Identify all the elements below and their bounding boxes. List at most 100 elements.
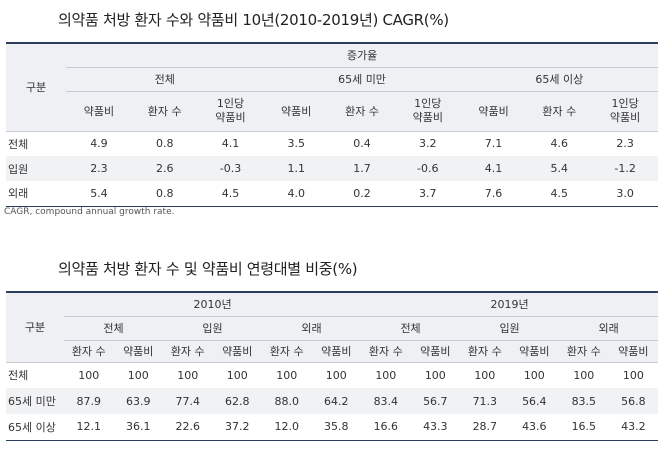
subgroup-over65: 65세 이상	[460, 67, 658, 92]
table-cell: 0.8	[155, 137, 174, 151]
table-cell: 2.3	[66, 156, 132, 181]
table-row: 65세 이상 12.1 36.1 22.6 37.2 12.0 35.8 16.6 43.3 28…	[6, 414, 659, 441]
col-header-per-capita: 1인당 약품비	[197, 91, 264, 132]
table-cell: 28.7	[460, 414, 510, 441]
table-row: 전체 4.9 0.8 4.1 3.5 0.4 3.2 7.1 4.6 2.3	[6, 131, 658, 156]
col-header-drug: 약품비	[410, 340, 461, 363]
table2-title: 의약품 처방 환자 수 및 약품비 연령대별 비중(%)	[58, 260, 358, 278]
subgroup-outpatient: 외래	[262, 316, 362, 341]
table-cell: 43.2	[608, 414, 659, 441]
col-header-patients: 환자 수	[64, 340, 114, 363]
table-cell: 0.4	[353, 137, 371, 151]
table-cell: 100	[424, 368, 446, 382]
table-cell: 7.1	[484, 137, 503, 151]
group-header-increase: 증가율	[66, 43, 658, 68]
age-share-table: 구분 2010년 2019년 전체 입원 외래 전체 입원 외래 환자 수 약품비…	[6, 291, 659, 441]
table-cell: 5.4	[526, 156, 593, 181]
table-cell: 43.6	[509, 414, 560, 441]
table-cell: 100	[177, 368, 199, 382]
table-cell: 100	[127, 368, 149, 382]
row-label: 65세 미만	[6, 388, 64, 414]
row-label: 65세 이상	[6, 414, 64, 441]
col-header-per-capita: 1인당 약품비	[394, 91, 461, 132]
table-cell: 1.7	[329, 156, 395, 181]
table-cell: 5.4	[66, 181, 132, 207]
col-header-drug: 약품비	[113, 340, 163, 363]
table-cell: 16.5	[559, 414, 609, 441]
table-cell: 100	[276, 368, 298, 382]
table-cell: 77.4	[163, 388, 213, 414]
table-cell: 43.3	[410, 414, 461, 441]
table-cell: 12.1	[64, 414, 114, 441]
table-cell: 4.5	[526, 181, 593, 207]
table-cell: 100	[226, 368, 248, 382]
table-cell: 7.6	[460, 181, 527, 207]
table-cell: 88.0	[262, 388, 312, 414]
subgroup-inpatient: 입원	[460, 316, 560, 341]
cagr-footnote: CAGR, compound annual growth rate.	[4, 207, 175, 217]
table-row: 전체 100 100 100 100 100 100 100 100 100 100 100 100	[6, 362, 658, 388]
table-cell: 2.3	[616, 137, 634, 151]
year-header-2010: 2010년	[64, 292, 362, 317]
col-header-patients: 환자 수	[526, 91, 593, 132]
table-cell: 3.7	[394, 181, 461, 207]
table-cell: 0.2	[329, 181, 395, 207]
table-cell: 83.4	[361, 388, 411, 414]
col-header-patients: 환자 수	[262, 340, 312, 363]
table-cell: 87.9	[64, 388, 114, 414]
row-header-gubun: 구분	[6, 292, 64, 363]
table-cell: 63.9	[113, 388, 163, 414]
col-header-patients: 환자 수	[163, 340, 213, 363]
table-cell: 37.2	[212, 414, 262, 441]
subgroup-total: 전체	[361, 316, 461, 341]
table-cell: 4.0	[263, 181, 330, 207]
table-cell: 0.8	[131, 181, 198, 207]
table-cell: -1.2	[592, 156, 658, 181]
subgroup-outpatient: 외래	[559, 316, 659, 341]
table-cell: 36.1	[113, 414, 163, 441]
row-label: 입원	[6, 156, 67, 181]
subgroup-inpatient: 입원	[163, 316, 262, 341]
table-cell: 35.8	[311, 414, 362, 441]
col-header-drug: 약품비	[509, 340, 560, 363]
table-cell: 16.6	[361, 414, 411, 441]
col-header-drug: 약품비	[263, 91, 330, 132]
table-cell: -0.3	[197, 156, 264, 181]
table-cell: 4.5	[197, 181, 264, 207]
table-row: 입원 2.3 2.6 -0.3 1.1 1.7 -0.6 4.1 5.4 -1.2	[6, 156, 658, 181]
table-cell: 56.8	[608, 388, 659, 414]
table-row: 외래 5.4 0.8 4.5 4.0 0.2 3.7 7.6 4.5 3.0	[6, 181, 658, 207]
row-label: 외래	[6, 181, 67, 207]
row-header-gubun: 구분	[6, 43, 67, 132]
table-cell: 3.5	[287, 137, 305, 151]
table-cell: 100	[622, 368, 644, 382]
row-label: 전체	[8, 137, 29, 151]
table-cell: 71.3	[460, 388, 510, 414]
cagr-table: 구분 증가율 전체 65세 미만 65세 이상 약품비 환자 수 1인당 약품비 …	[6, 42, 658, 207]
table-cell: 1.1	[263, 156, 330, 181]
table-cell: 100	[375, 368, 397, 382]
col-header-drug: 약품비	[311, 340, 362, 363]
table-cell: 22.6	[163, 414, 213, 441]
subgroup-under65: 65세 미만	[263, 67, 461, 92]
table-cell: 83.5	[559, 388, 609, 414]
table-row: 65세 미만 87.9 63.9 77.4 62.8 88.0 64.2 83.4 56.7 71…	[6, 388, 659, 414]
row-label: 전체	[8, 369, 29, 383]
table-cell: 100	[573, 368, 595, 382]
col-header-patients: 환자 수	[361, 340, 411, 363]
table-cell: 100	[325, 368, 347, 382]
table-cell: 62.8	[212, 388, 262, 414]
table-cell: 100	[78, 368, 100, 382]
col-header-drug: 약품비	[460, 91, 527, 132]
table-cell: 56.7	[410, 388, 461, 414]
table-cell: 2.6	[131, 156, 198, 181]
year-header-2019: 2019년	[361, 292, 659, 317]
col-header-drug: 약품비	[212, 340, 262, 363]
table-cell: 3.2	[419, 137, 437, 151]
col-header-per-capita: 1인당 약품비	[592, 91, 658, 132]
col-header-patients: 환자 수	[131, 91, 198, 132]
table-cell: 64.2	[311, 388, 362, 414]
col-header-patients: 환자 수	[460, 340, 510, 363]
table-cell: 4.1	[460, 156, 527, 181]
table-cell: 100	[474, 368, 496, 382]
